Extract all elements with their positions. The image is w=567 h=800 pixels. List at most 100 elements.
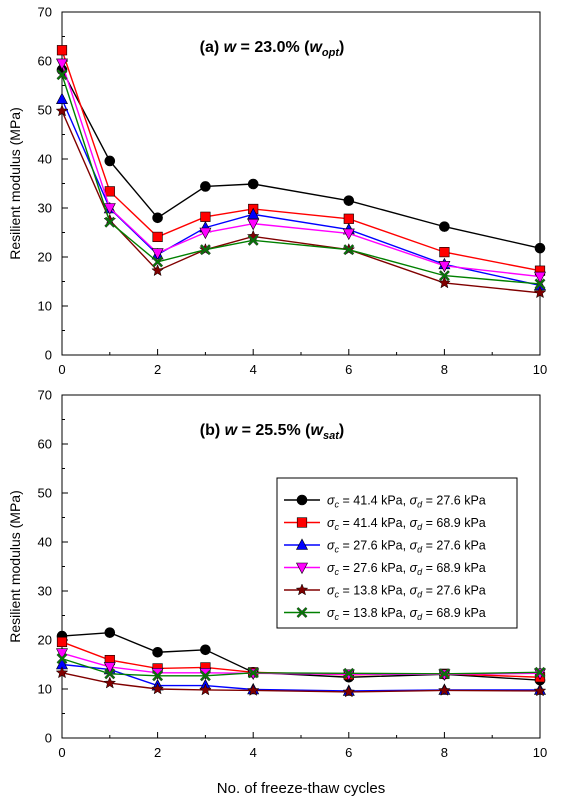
data-point: [151, 264, 164, 277]
data-point: [200, 644, 211, 656]
series-5: [55, 666, 547, 698]
data-point: [56, 636, 68, 648]
data-point: [342, 228, 355, 241]
series-line: [61, 657, 541, 677]
data-point: [104, 627, 116, 638]
data-point: [438, 683, 451, 696]
data-point: [534, 278, 546, 290]
x-tick-label: 10: [533, 362, 547, 377]
x-tick-label: 8: [441, 362, 448, 377]
data-point: [152, 646, 163, 658]
data-point: [200, 211, 211, 222]
legend-marker: [295, 583, 309, 596]
y-tick-label: 60: [38, 54, 52, 69]
y-tick-label: 70: [38, 388, 52, 403]
legend-marker: [296, 538, 308, 550]
data-point: [246, 683, 260, 696]
series-line: [61, 672, 541, 693]
y-axis-label: Resilient modulus (MPa): [7, 107, 23, 260]
data-point: [533, 684, 547, 697]
data-point: [247, 667, 259, 679]
data-point: [438, 270, 450, 282]
legend-entry-5: σc = 13.8 kPa, σd = 27.6 kPa: [327, 584, 486, 600]
data-point: [56, 653, 68, 665]
data-point: [343, 195, 355, 206]
x-tick-label: 0: [58, 745, 65, 760]
data-point: [534, 666, 546, 678]
data-point: [199, 670, 211, 682]
series-6: [56, 69, 546, 290]
data-point: [199, 244, 211, 256]
data-point: [151, 248, 164, 260]
data-point: [56, 58, 68, 71]
data-point: [56, 69, 68, 81]
data-point: [534, 271, 546, 284]
data-point: [247, 207, 260, 220]
data-point: [534, 242, 546, 254]
series-6: [56, 653, 546, 682]
data-point: [438, 276, 451, 289]
data-point: [438, 261, 451, 273]
panel-b: 0 10 20 30 40 50 60 70 0 2 4 6 8 10 Resilient modulus …: [7, 388, 547, 798]
y-tick-label: 70: [38, 5, 52, 20]
panel-a: 0 10 20 30 40 50 60 70 0 2 4 6 8 10 Resilient modulus …: [7, 5, 547, 378]
data-point: [152, 256, 164, 268]
series-line: [61, 49, 541, 272]
data-point: [56, 648, 68, 660]
panel-title: (b) w = 25.5% (wsat): [200, 422, 344, 442]
data-point: [55, 666, 69, 679]
data-point: [247, 218, 260, 231]
y-tick-label: 50: [38, 103, 52, 118]
y-tick-label: 30: [38, 201, 52, 216]
x-tick-label: 6: [345, 362, 352, 377]
x-tick-label: 8: [441, 745, 448, 760]
y-axis-label: Resilient modulus (MPa): [7, 490, 23, 643]
data-point: [152, 231, 163, 243]
data-point: [343, 213, 354, 224]
data-point: [439, 221, 450, 232]
series-line: [61, 63, 541, 278]
y-tick-label: 50: [38, 486, 52, 501]
legend-marker: [296, 562, 308, 575]
series-3: [56, 92, 546, 291]
y-tick-label: 0: [45, 348, 52, 363]
series-line: [61, 663, 540, 692]
data-point: [104, 186, 115, 197]
y-tick-label: 0: [45, 731, 52, 746]
x-tick-label: 2: [154, 745, 161, 760]
y-tick-label: 40: [38, 535, 52, 550]
legend-entry-1: σc = 41.4 kPa, σd = 27.6 kPa: [327, 494, 486, 510]
legend: σc = 41.4 kPa, σd = 27.6 kPa σc = 41.4 kP…: [276, 477, 518, 629]
data-point: [247, 178, 259, 190]
x-tick-label: 6: [345, 745, 352, 760]
x-tick-label: 4: [250, 745, 257, 760]
legend-entry-3: σc = 27.6 kPa, σd = 27.6 kPa: [327, 539, 486, 555]
data-point: [343, 244, 355, 256]
data-point: [199, 683, 212, 696]
y-tick-label: 40: [38, 152, 52, 167]
data-point: [104, 216, 116, 228]
data-point: [55, 104, 69, 117]
x-tick-label: 0: [58, 362, 65, 377]
x-axis-label: No. of freeze-thaw cycles: [217, 780, 385, 797]
x-tick-label: 10: [533, 745, 547, 760]
data-point: [103, 203, 116, 215]
plot-frame: [61, 11, 541, 356]
data-point: [151, 682, 164, 695]
data-point: [152, 670, 164, 682]
legend-marker: [296, 607, 308, 618]
data-point: [438, 668, 450, 680]
series-1: [56, 64, 546, 254]
legend-entry-4: σc = 27.6 kPa, σd = 68.9 kPa: [327, 561, 486, 577]
panel-title: (a) w = 23.0% (wopt): [200, 39, 345, 59]
data-point: [200, 181, 211, 192]
x-tick-label: 4: [250, 362, 257, 377]
series-4: [56, 58, 546, 284]
data-point: [199, 227, 212, 240]
data-point: [439, 247, 450, 258]
series-line: [61, 110, 541, 294]
x-tick-label: 2: [154, 362, 161, 377]
legend-entry-2: σc = 41.4 kPa, σd = 68.9 kPa: [327, 516, 486, 532]
data-point: [104, 155, 116, 167]
